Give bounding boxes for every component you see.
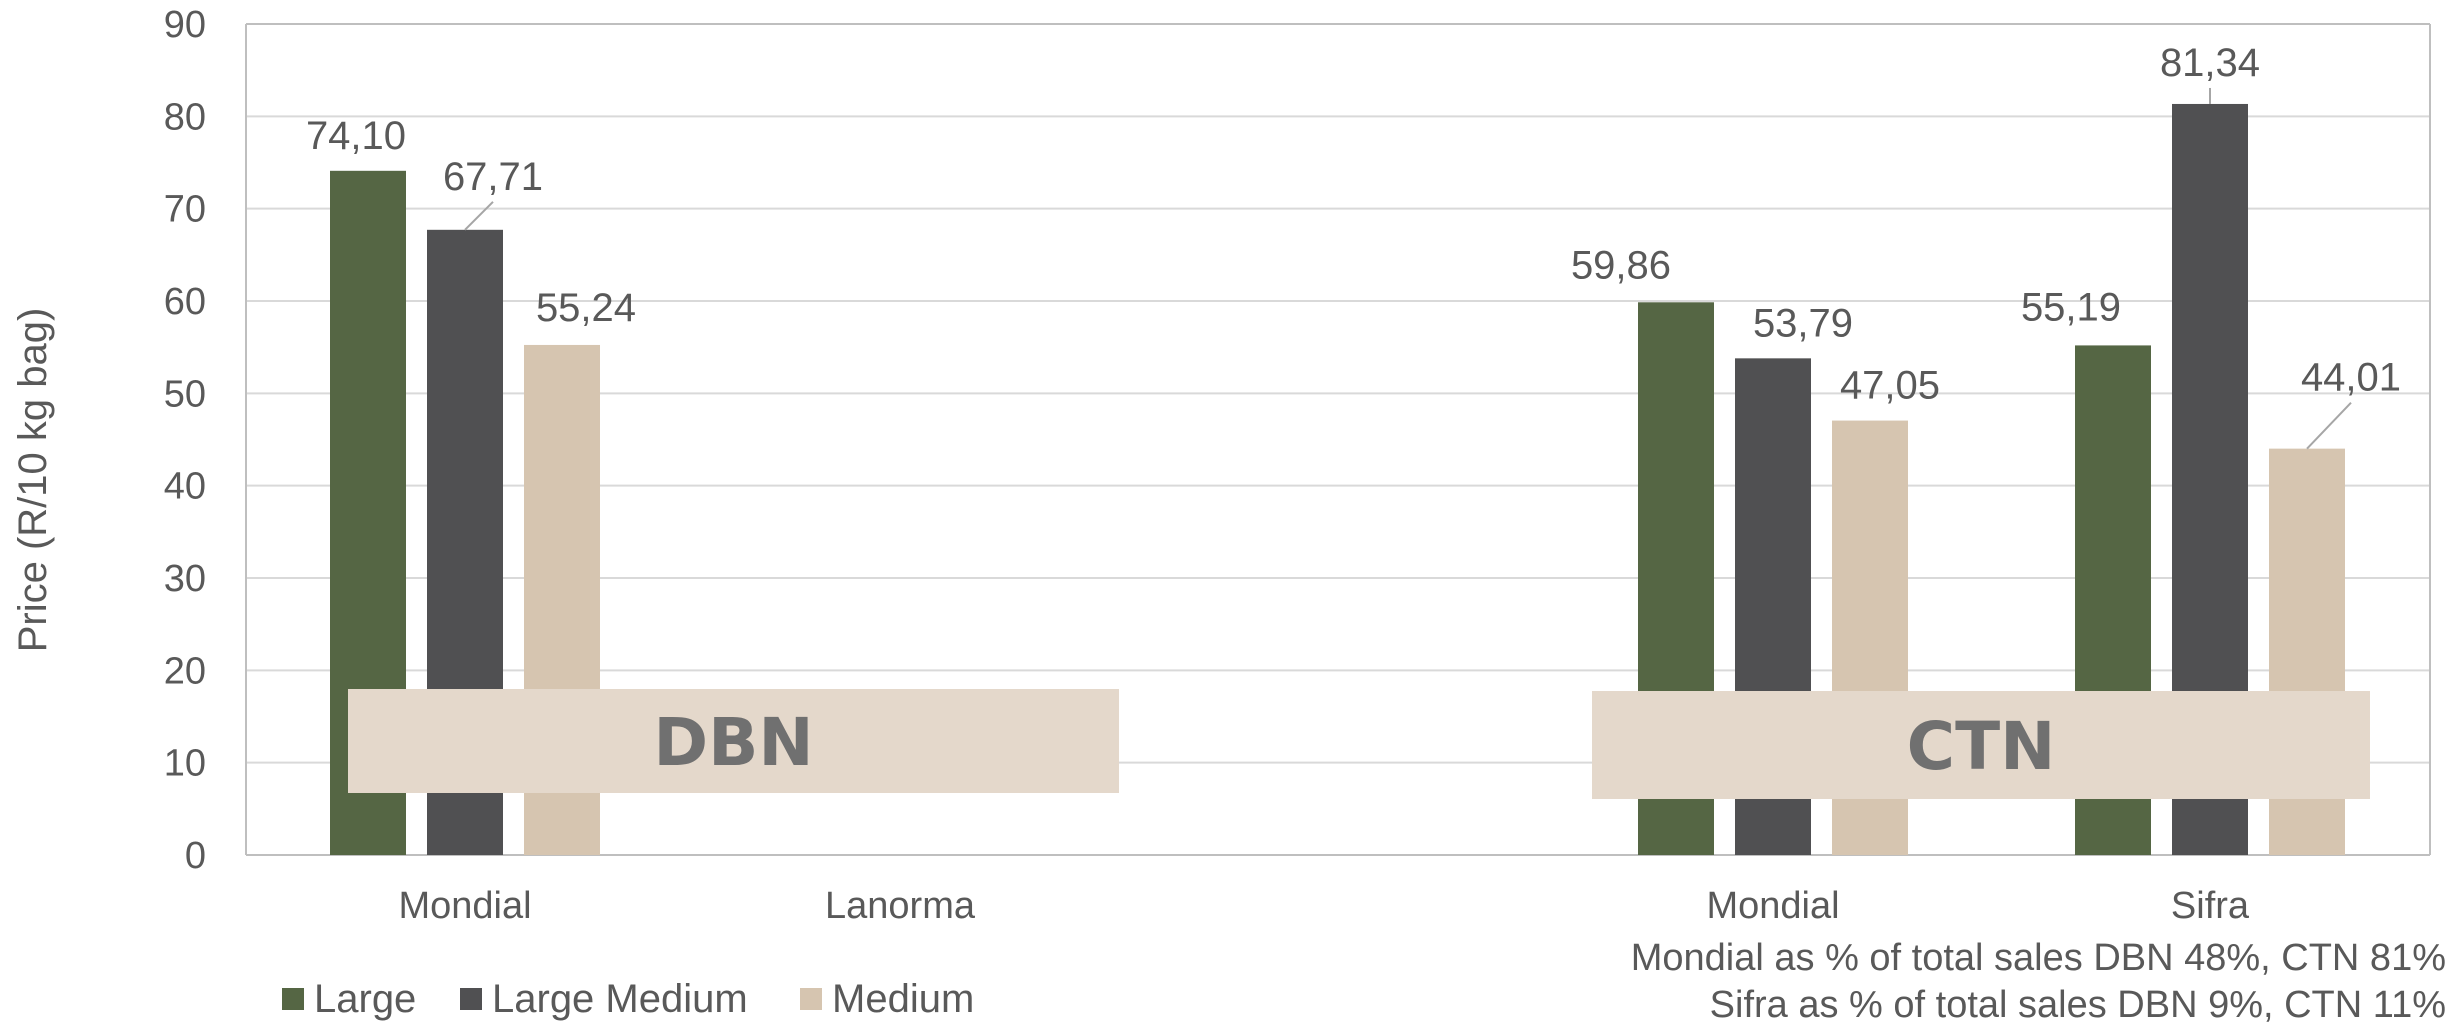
leader-2-3 <box>2306 401 2352 450</box>
label-leader-lines <box>464 87 2352 450</box>
data-label-1-3: 81,34 <box>2160 41 2260 85</box>
legend-label-1: Large Medium <box>492 977 748 1021</box>
data-label-0-3: 55,19 <box>2021 285 2121 329</box>
category-labels: Mondial Lanorma Mondial Sifra <box>398 885 2249 927</box>
legend-swatch-0 <box>282 988 304 1010</box>
data-label-2-3: 44,01 <box>2301 356 2401 400</box>
category-label-1: Lanorma <box>825 885 976 927</box>
data-labels: 74,10 59,86 55,19 67,71 53,79 81,34 55,24 47,05… <box>306 41 2401 408</box>
y-tick-label-40: 40 <box>164 466 206 508</box>
data-label-2-0: 55,24 <box>536 286 636 330</box>
legend: Large Large Medium Medium <box>282 977 974 1021</box>
data-label-0-2: 59,86 <box>1571 243 1671 287</box>
y-axis: 0 10 20 30 40 50 60 70 80 90 <box>164 4 2430 877</box>
region-box-dbn <box>348 689 1119 793</box>
region-box-ctn <box>1592 691 2370 799</box>
data-label-1-0: 67,71 <box>443 155 543 199</box>
y-tick-label-20: 20 <box>164 650 206 692</box>
y-tick-label-10: 10 <box>164 743 206 785</box>
category-label-3: Sifra <box>2171 885 2250 927</box>
y-axis-title: Price (R/10 kg bag) <box>11 308 55 653</box>
leader-1-0 <box>464 201 494 231</box>
y-tick-label-90: 90 <box>164 4 206 46</box>
legend-swatch-2 <box>800 988 822 1010</box>
gridlines <box>246 23 2431 855</box>
note-line-1: Sifra as % of total sales DBN 9%, CTN 11… <box>1710 984 2446 1023</box>
region-boxes: DBN CTN <box>348 689 2370 799</box>
y-tick-label-70: 70 <box>164 189 206 231</box>
y-tick-label-50: 50 <box>164 373 206 415</box>
data-label-0-0: 74,10 <box>306 114 406 158</box>
legend-label-2: Medium <box>832 977 974 1021</box>
legend-swatch-1 <box>460 988 482 1010</box>
y-tick-label-0: 0 <box>185 835 206 877</box>
y-tick-label-30: 30 <box>164 558 206 600</box>
data-label-2-2: 47,05 <box>1840 364 1940 408</box>
y-tick-label-80: 80 <box>164 96 206 138</box>
region-label-ctn: CTN <box>1907 708 2056 785</box>
region-label-dbn: DBN <box>653 704 813 781</box>
legend-label-0: Large <box>314 977 416 1021</box>
data-label-1-2: 53,79 <box>1753 301 1853 345</box>
note-line-0: Mondial as % of total sales DBN 48%, CTN… <box>1631 937 2446 979</box>
category-label-2: Mondial <box>1706 885 1839 927</box>
notes: Mondial as % of total sales DBN 48%, CTN… <box>1631 937 2446 1023</box>
y-tick-label-60: 60 <box>164 281 206 323</box>
category-label-0: Mondial <box>398 885 531 927</box>
